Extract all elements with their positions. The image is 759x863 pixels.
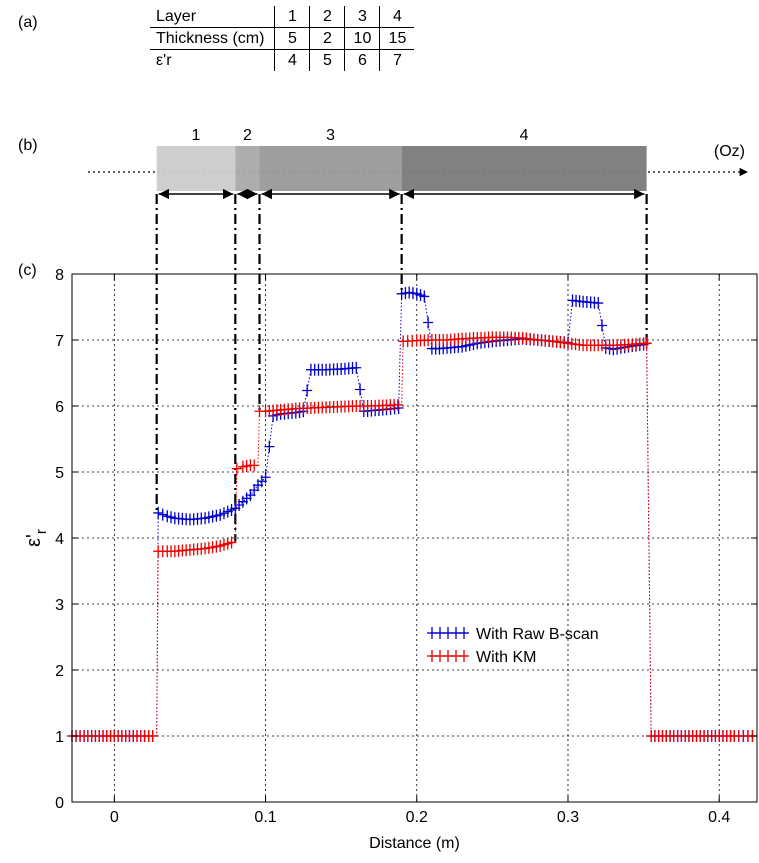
panel-label-c: (c) bbox=[18, 262, 37, 279]
row-header-layer: Layer bbox=[150, 6, 275, 28]
row-header-permittivity: ε'r bbox=[156, 52, 172, 69]
row-header-thickness: Thickness (cm) bbox=[150, 27, 275, 50]
x-tick-label-0: 0 bbox=[110, 809, 119, 826]
legend-marker-1-4 bbox=[459, 650, 469, 662]
y-tick-label-2: 2 bbox=[55, 663, 64, 680]
series-marker-0-50 bbox=[260, 471, 271, 484]
layer-label-4: 4 bbox=[520, 127, 529, 144]
permittivity-4: 7 bbox=[379, 49, 415, 71]
layer-block-2 bbox=[235, 146, 260, 191]
series-marker-1-46 bbox=[249, 459, 260, 472]
series-marker-0-22 bbox=[153, 506, 164, 519]
series-marker-1-42 bbox=[231, 462, 242, 475]
thickness-2: 2 bbox=[309, 27, 345, 50]
layer-block-3 bbox=[259, 146, 402, 191]
series-marker-0-75 bbox=[355, 383, 366, 396]
series-marker-1-21 bbox=[147, 730, 158, 742]
y-tick-label-7: 7 bbox=[55, 333, 64, 350]
y-tick-label-4: 4 bbox=[55, 531, 64, 548]
series-marker-0-93 bbox=[423, 316, 434, 329]
x-tick-label-2: 0.2 bbox=[406, 809, 428, 826]
series-marker-1-83 bbox=[392, 398, 403, 411]
y-tick-label-8: 8 bbox=[55, 267, 64, 284]
layer-block-1 bbox=[156, 146, 236, 191]
series-marker-0-74 bbox=[351, 361, 362, 374]
series-marker-0-85 bbox=[393, 401, 404, 414]
series-marker-0-138 bbox=[593, 297, 604, 310]
y-axis-label: ε'r bbox=[23, 529, 50, 547]
panel-label-a: (a) bbox=[18, 14, 38, 31]
series-line-1 bbox=[72, 336, 757, 737]
thickness-3: 10 bbox=[344, 27, 380, 50]
x-tick-label-1: 0.1 bbox=[254, 809, 276, 826]
plot-frame bbox=[71, 273, 758, 803]
x-axis-label: Distance (m) bbox=[369, 835, 460, 852]
series-marker-1-41 bbox=[226, 536, 237, 549]
table-row-thickness: Thickness (cm) 5 2 10 15 bbox=[150, 27, 415, 50]
layer-property-table: Layer 1 2 3 4 Thickness (cm) 5 2 10 15 ε… bbox=[150, 6, 415, 71]
panel-label-b: (b) bbox=[18, 137, 38, 154]
legend-label-0: With Raw B-scan bbox=[476, 626, 599, 643]
thickness-4: 15 bbox=[379, 27, 415, 50]
legend-marker-0-4 bbox=[459, 627, 469, 639]
chart-axes: 0 0.1 0.2 0.3 0.4 0 1 2 3 4 5 6 7 8 Distance (m) ε'r bbox=[23, 267, 758, 852]
table-row-permittivity: ε'r 4 5 6 7 bbox=[150, 49, 415, 71]
layer-label-1: 1 bbox=[192, 127, 201, 144]
layer-boundary-connectors bbox=[155, 194, 648, 542]
chart-grid bbox=[72, 274, 757, 802]
layer-number-4: 4 bbox=[379, 6, 415, 28]
series-marker-0-61 bbox=[302, 384, 313, 397]
permittivity-1: 4 bbox=[274, 49, 310, 71]
series-marker-0-92 bbox=[419, 290, 430, 303]
permittivity-3: 6 bbox=[344, 49, 380, 71]
layer-diagram: 1 2 3 4 (Oz) bbox=[88, 127, 748, 200]
chart-legend: With Raw B-scan With KM bbox=[427, 626, 599, 666]
series-marker-1-148 bbox=[641, 337, 652, 350]
thickness-1: 5 bbox=[274, 27, 310, 50]
y-tick-label-6: 6 bbox=[55, 399, 64, 416]
legend-label-1: With KM bbox=[476, 649, 536, 666]
permittivity-2: 5 bbox=[309, 49, 345, 71]
layer-block-4 bbox=[401, 146, 647, 191]
y-tick-label-1: 1 bbox=[55, 729, 64, 746]
chart-series bbox=[67, 286, 758, 742]
y-tick-label-0: 0 bbox=[55, 795, 64, 812]
y-tick-label-5: 5 bbox=[55, 465, 64, 482]
series-markers-0 bbox=[67, 286, 758, 742]
oz-axis-label: (Oz) bbox=[714, 143, 745, 160]
layer-label-2: 2 bbox=[243, 127, 252, 144]
layer-number-2: 2 bbox=[309, 6, 345, 28]
series-marker-0-139 bbox=[597, 319, 608, 332]
series-marker-0-23 bbox=[157, 508, 168, 521]
layer-label-3: 3 bbox=[326, 127, 335, 144]
x-tick-label-4: 0.4 bbox=[708, 809, 730, 826]
layer-number-3: 3 bbox=[344, 6, 380, 28]
layer-number-1: 1 bbox=[274, 6, 310, 28]
series-markers-1 bbox=[67, 331, 758, 742]
table-row-layer: Layer 1 2 3 4 bbox=[150, 6, 415, 28]
x-tick-label-3: 0.3 bbox=[557, 809, 579, 826]
y-tick-label-3: 3 bbox=[55, 597, 64, 614]
series-marker-0-51 bbox=[264, 440, 275, 453]
